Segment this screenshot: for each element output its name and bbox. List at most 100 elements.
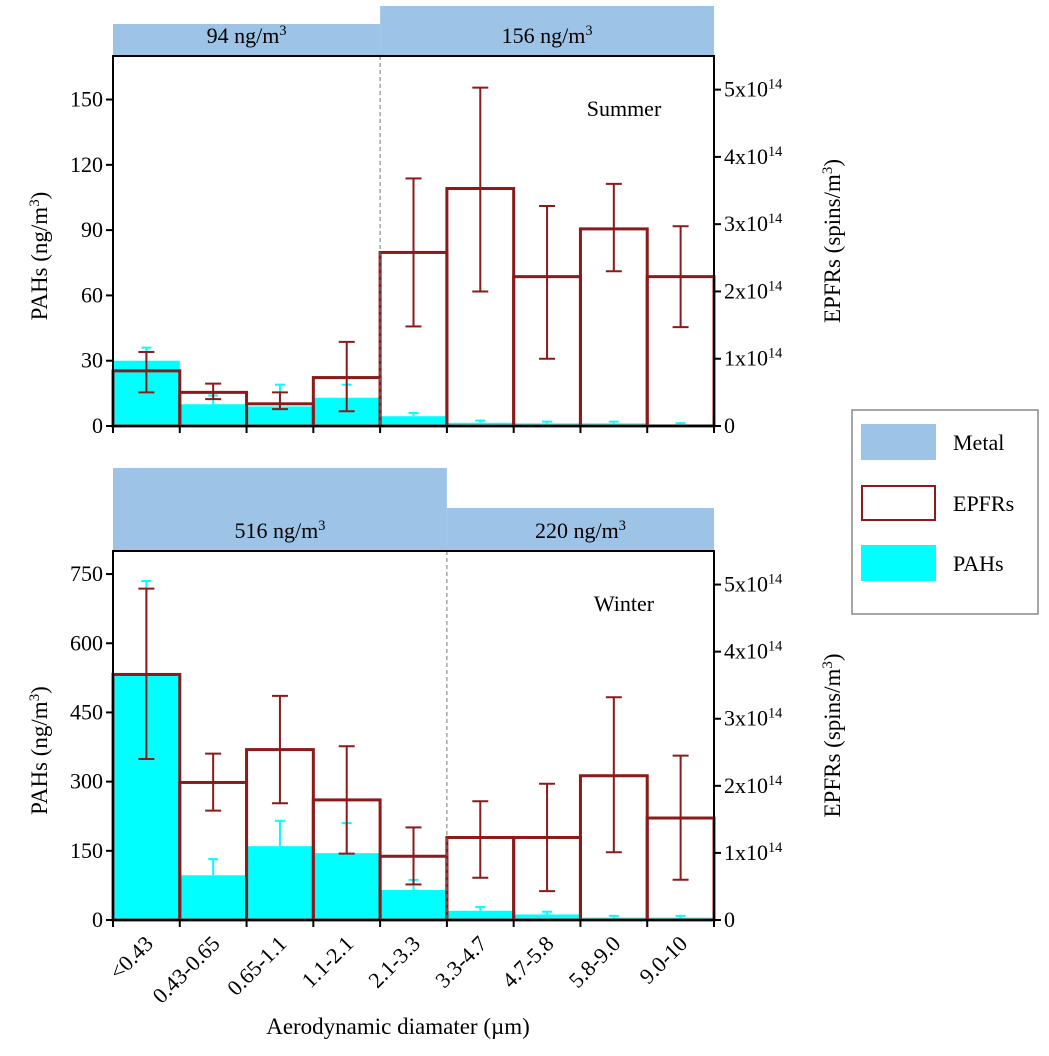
y2-tick-label-0-main: 0 — [724, 413, 735, 438]
y-axis-title-sup: 3 — [27, 199, 43, 206]
y-axis-title-tail: ) — [27, 686, 52, 694]
y-tick-label-3: 90 — [81, 217, 103, 242]
y-tick-label-2: 60 — [81, 282, 103, 307]
metal-band-1 — [380, 6, 714, 56]
plot-frame — [112, 55, 715, 427]
y2-tick-label-2-main: 2x10 — [724, 773, 768, 798]
y2-tick-label-0: 0 — [724, 413, 735, 438]
x-axis-title: Aerodynamic diamater (µm) — [266, 1014, 530, 1039]
metal-label-0-sup: 3 — [279, 23, 286, 39]
y-tick-label-0: 0 — [92, 907, 103, 932]
y-axis-title: PAHs (ng/m3) — [27, 686, 52, 815]
y2-tick-label-3-main: 3x10 — [724, 706, 768, 731]
y-tick-label-4: 120 — [70, 152, 103, 177]
y2-tick-label-2-sup: 14 — [768, 278, 782, 294]
y2-axis-title: EPFRs (spins/m3) — [820, 653, 845, 817]
y2-tick-label-3-sup: 14 — [768, 211, 782, 227]
metal-label-1-sup: 3 — [585, 23, 592, 39]
y-axis-title: PAHs (ng/m3) — [27, 192, 52, 321]
y2-tick-label-2: 2x1014 — [724, 278, 782, 303]
y2-tick-label-3-sup: 14 — [768, 706, 782, 722]
y2-tick-label-2-sup: 14 — [768, 773, 782, 789]
x-tick-label-1: 0.43-0.65 — [147, 931, 224, 1008]
pah-bar-5 — [446, 422, 514, 426]
y2-tick-label-4: 4x1014 — [724, 144, 782, 169]
y2-tick-label-1-sup: 14 — [768, 840, 782, 856]
pah-bar-3 — [313, 853, 381, 920]
y2-tick-label-4-main: 4x10 — [724, 639, 768, 664]
y-axis-title-main: PAHs (ng/m — [27, 207, 52, 321]
season-label: Summer — [587, 96, 662, 121]
x-tick-label-2: 0.65-1.1 — [222, 931, 292, 1001]
legend-label-0: Metal — [953, 430, 1004, 455]
y2-tick-label-1: 1x1014 — [724, 346, 782, 371]
metal-label-0-main: 516 ng/m — [234, 518, 318, 543]
metal-label-1-main: 156 ng/m — [502, 23, 586, 48]
pah-bar-4 — [380, 416, 447, 426]
y-axis-title-tail: ) — [27, 192, 52, 200]
metal-band-0 — [113, 24, 381, 56]
y-tick-label-0: 0 — [92, 413, 103, 438]
y2-tick-label-5-main: 5x10 — [724, 572, 768, 597]
legend-swatch-1 — [861, 485, 936, 521]
summer-panel: 94 ng/m3 156 ng/m3030609012015001x10142x1… — [27, 6, 845, 438]
metal-label-1: 156 ng/m3 — [502, 23, 593, 48]
pah-bar-5 — [446, 910, 514, 920]
y2-tick-label-0-main: 0 — [724, 907, 735, 932]
y-axis-title-main: PAHs (ng/m — [27, 701, 52, 815]
y2-axis-title-tail: ) — [820, 159, 845, 167]
y2-axis-title-main: EPFRs (spins/m — [820, 669, 845, 818]
legend-swatch-0 — [861, 424, 936, 460]
y2-axis-title-tail: ) — [820, 653, 845, 661]
legend-swatch-2 — [861, 545, 936, 581]
y2-tick-label-4: 4x1014 — [724, 639, 782, 664]
y2-tick-label-4-sup: 14 — [768, 639, 782, 655]
y2-tick-label-5-sup: 14 — [768, 572, 782, 588]
legend: Metal EPFRs PAHs — [851, 409, 1039, 615]
x-tick-label-3: 1.1-2.1 — [297, 931, 359, 993]
y2-tick-label-1: 1x1014 — [724, 840, 782, 865]
winter-panel: 516 ng/m3 220 ng/m3015030045060075001x101… — [27, 468, 845, 932]
y2-axis-title-main: EPFRs (spins/m — [820, 174, 845, 323]
y2-tick-label-5-main: 5x10 — [724, 77, 768, 102]
y-tick-label-5: 150 — [70, 87, 103, 112]
x-tick-label-6: 4.7-5.8 — [497, 931, 559, 993]
metal-label-0: 94 ng/m3 — [207, 23, 287, 48]
metal-label-1-sup: 3 — [619, 518, 626, 534]
y2-tick-label-2-main: 2x10 — [724, 278, 768, 303]
pah-bar-6 — [513, 914, 581, 920]
metal-band-1 — [446, 508, 714, 551]
metal-label-1-main: 220 ng/m — [535, 518, 619, 543]
metal-label-0: 516 ng/m3 — [234, 518, 325, 543]
pah-bar-2 — [246, 846, 314, 920]
plot-frame — [112, 550, 715, 921]
y2-tick-label-2: 2x1014 — [724, 773, 782, 798]
y2-tick-label-5-sup: 14 — [768, 77, 782, 93]
y2-tick-label-1-sup: 14 — [768, 346, 782, 362]
y2-tick-label-1-main: 1x10 — [724, 840, 768, 865]
metal-label-0-sup: 3 — [318, 518, 325, 534]
pah-bar-2 — [246, 406, 314, 426]
y-tick-label-5: 750 — [70, 561, 103, 586]
y-tick-label-3: 450 — [70, 699, 103, 724]
x-tick-label-4: 2.1-3.3 — [363, 931, 425, 993]
x-axis: Aerodynamic diamater (µm) <0.430.43-0.65… — [104, 931, 692, 1039]
y2-tick-label-5: 5x1014 — [724, 77, 782, 102]
x-tick-label-0: <0.43 — [104, 931, 158, 985]
y2-tick-label-4-sup: 14 — [768, 144, 782, 160]
x-tick-label-5: 3.3-4.7 — [430, 931, 492, 993]
y2-tick-label-0: 0 — [724, 907, 735, 932]
y2-tick-label-3: 3x1014 — [724, 211, 782, 236]
metal-label-0-main: 94 ng/m — [207, 23, 280, 48]
y-tick-label-4: 600 — [70, 630, 103, 655]
x-tick-label-7: 5.8-9.0 — [564, 931, 626, 993]
y-axis-title-sup: 3 — [27, 694, 43, 701]
season-label: Winter — [594, 591, 655, 616]
y-tick-label-2: 300 — [70, 769, 103, 794]
y2-tick-label-1-main: 1x10 — [724, 346, 768, 371]
y-tick-label-1: 150 — [70, 838, 103, 863]
legend-label-1: EPFRs — [953, 491, 1014, 516]
y2-tick-label-4-main: 4x10 — [724, 144, 768, 169]
y2-axis-title-sup: 3 — [820, 167, 836, 174]
